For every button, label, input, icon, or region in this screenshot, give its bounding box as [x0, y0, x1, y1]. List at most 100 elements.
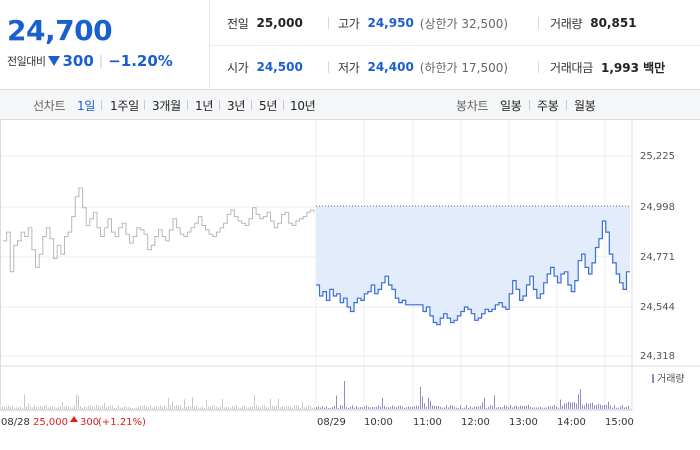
volume-bar: [248, 407, 249, 409]
volume-bar: [378, 405, 379, 409]
period-tab-3m[interactable]: 3개월: [152, 99, 181, 113]
volume-bar: [398, 405, 399, 409]
volume-legend-swatch: [652, 374, 654, 383]
volume-bar: [528, 404, 529, 409]
volume-bar: [456, 407, 457, 409]
volume-bar: [356, 405, 357, 409]
volume-bar: [224, 407, 225, 409]
volume-bar: [432, 405, 433, 409]
volume-bar: [168, 397, 169, 409]
volume-bar: [422, 396, 423, 409]
volume-bar: [306, 406, 307, 409]
volume-bar: [20, 406, 21, 409]
volume-bar: [264, 405, 265, 409]
x-tick-label: 10:00: [364, 417, 393, 428]
stat-label: 고가: [338, 16, 360, 31]
volume-bar: [180, 405, 181, 409]
volume-bar: [386, 407, 387, 409]
x-tick-label: 15:00: [605, 417, 634, 428]
volume-bar: [324, 407, 325, 409]
volume-bar: [196, 405, 197, 409]
volume-bar: [426, 406, 427, 409]
change-rate: −1.20%: [108, 52, 173, 70]
volume-bar: [486, 408, 487, 409]
volume-bar: [354, 407, 355, 409]
candle-tab-weekly[interactable]: 주봉: [537, 99, 559, 113]
period-tab-1w[interactable]: 1주일: [110, 99, 139, 113]
volume-bar: [340, 405, 341, 409]
volume-bar: [482, 402, 483, 409]
volume-bar: [148, 406, 149, 409]
volume-bar: [16, 407, 17, 409]
volume-bar: [460, 405, 461, 409]
volume-bar: [606, 405, 607, 409]
volume-bar: [72, 407, 73, 409]
volume-bar: [548, 406, 549, 409]
volume-bar: [394, 406, 395, 409]
volume-bar: [118, 405, 119, 409]
candle-tab-daily[interactable]: 일봉: [500, 99, 522, 113]
header-row-divider: [210, 45, 700, 46]
volume-bar: [178, 405, 179, 409]
volume-bar: [50, 406, 51, 409]
volume-bar: [612, 407, 613, 409]
volume-bar: [214, 405, 215, 409]
volume-bar: [446, 405, 447, 409]
volume-bar: [452, 405, 453, 409]
volume-bar: [498, 407, 499, 409]
volume-bar: [578, 394, 579, 409]
volume-bar: [258, 406, 259, 409]
period-tab-3y[interactable]: 3년: [227, 99, 246, 113]
period-tab-10y[interactable]: 10년: [290, 99, 316, 113]
y-tick-label: 24,544: [640, 302, 675, 313]
volume-bar: [240, 407, 241, 409]
volume-bar: [284, 406, 285, 409]
chart-toolbar: 선차트 1일 1주일 3개월 1년 3년 5년 10년 봉차트 일봉 주봉 월봉: [0, 90, 700, 120]
volume-bar: [216, 406, 217, 409]
toolbar-divider: [251, 100, 252, 110]
volume-bar: [344, 381, 345, 409]
volume-bar: [364, 406, 365, 409]
volume-bar: [274, 406, 275, 409]
volume-bar: [82, 407, 83, 409]
volume-bar: [316, 407, 317, 409]
price-chart[interactable]: 25,225 24,998 24,771 24,544 24,318 거래량 0…: [0, 120, 700, 450]
volume-bar: [150, 405, 151, 409]
volume-bar: [554, 405, 555, 409]
volume-bar: [10, 406, 11, 409]
volume-bar: [290, 406, 291, 409]
volume-bar: [348, 407, 349, 409]
volume-bar: [122, 407, 123, 409]
price-summary: 24,700 전일대비 300 | −1.20%: [0, 0, 210, 90]
period-tab-1d[interactable]: 1일: [77, 99, 96, 113]
volume-bar: [192, 397, 193, 409]
volume-bar: [174, 405, 175, 409]
period-tab-5y[interactable]: 5년: [259, 99, 278, 113]
volume-bar: [70, 407, 71, 409]
volume-legend-label: 거래량: [657, 373, 685, 385]
volume-bar: [362, 407, 363, 409]
volume-bar: [98, 405, 99, 409]
volume-bar: [146, 406, 147, 409]
volume-bar: [412, 406, 413, 409]
candle-tab-monthly[interactable]: 월봉: [574, 99, 596, 113]
period-tab-1y[interactable]: 1년: [195, 99, 214, 113]
volume-bar: [136, 407, 137, 409]
volume-bar: [26, 406, 27, 409]
volume-bar: [68, 406, 69, 409]
stat-value: 25,000: [256, 16, 303, 30]
toolbar-divider: [219, 100, 220, 110]
stat-value: 24,400: [367, 60, 414, 74]
volume-bar: [102, 405, 103, 409]
volume-bar: [480, 405, 481, 409]
volume-bar: [450, 405, 451, 409]
volume-bar: [570, 402, 571, 409]
stat-label: 거래량: [550, 16, 583, 31]
volume-bar: [170, 405, 171, 409]
volume-bar: [458, 408, 459, 409]
volume-bar: [418, 405, 419, 409]
volume-bar: [366, 405, 367, 409]
stat-divider: [538, 17, 539, 29]
volume-bar: [616, 407, 617, 409]
volume-bar: [584, 405, 585, 409]
